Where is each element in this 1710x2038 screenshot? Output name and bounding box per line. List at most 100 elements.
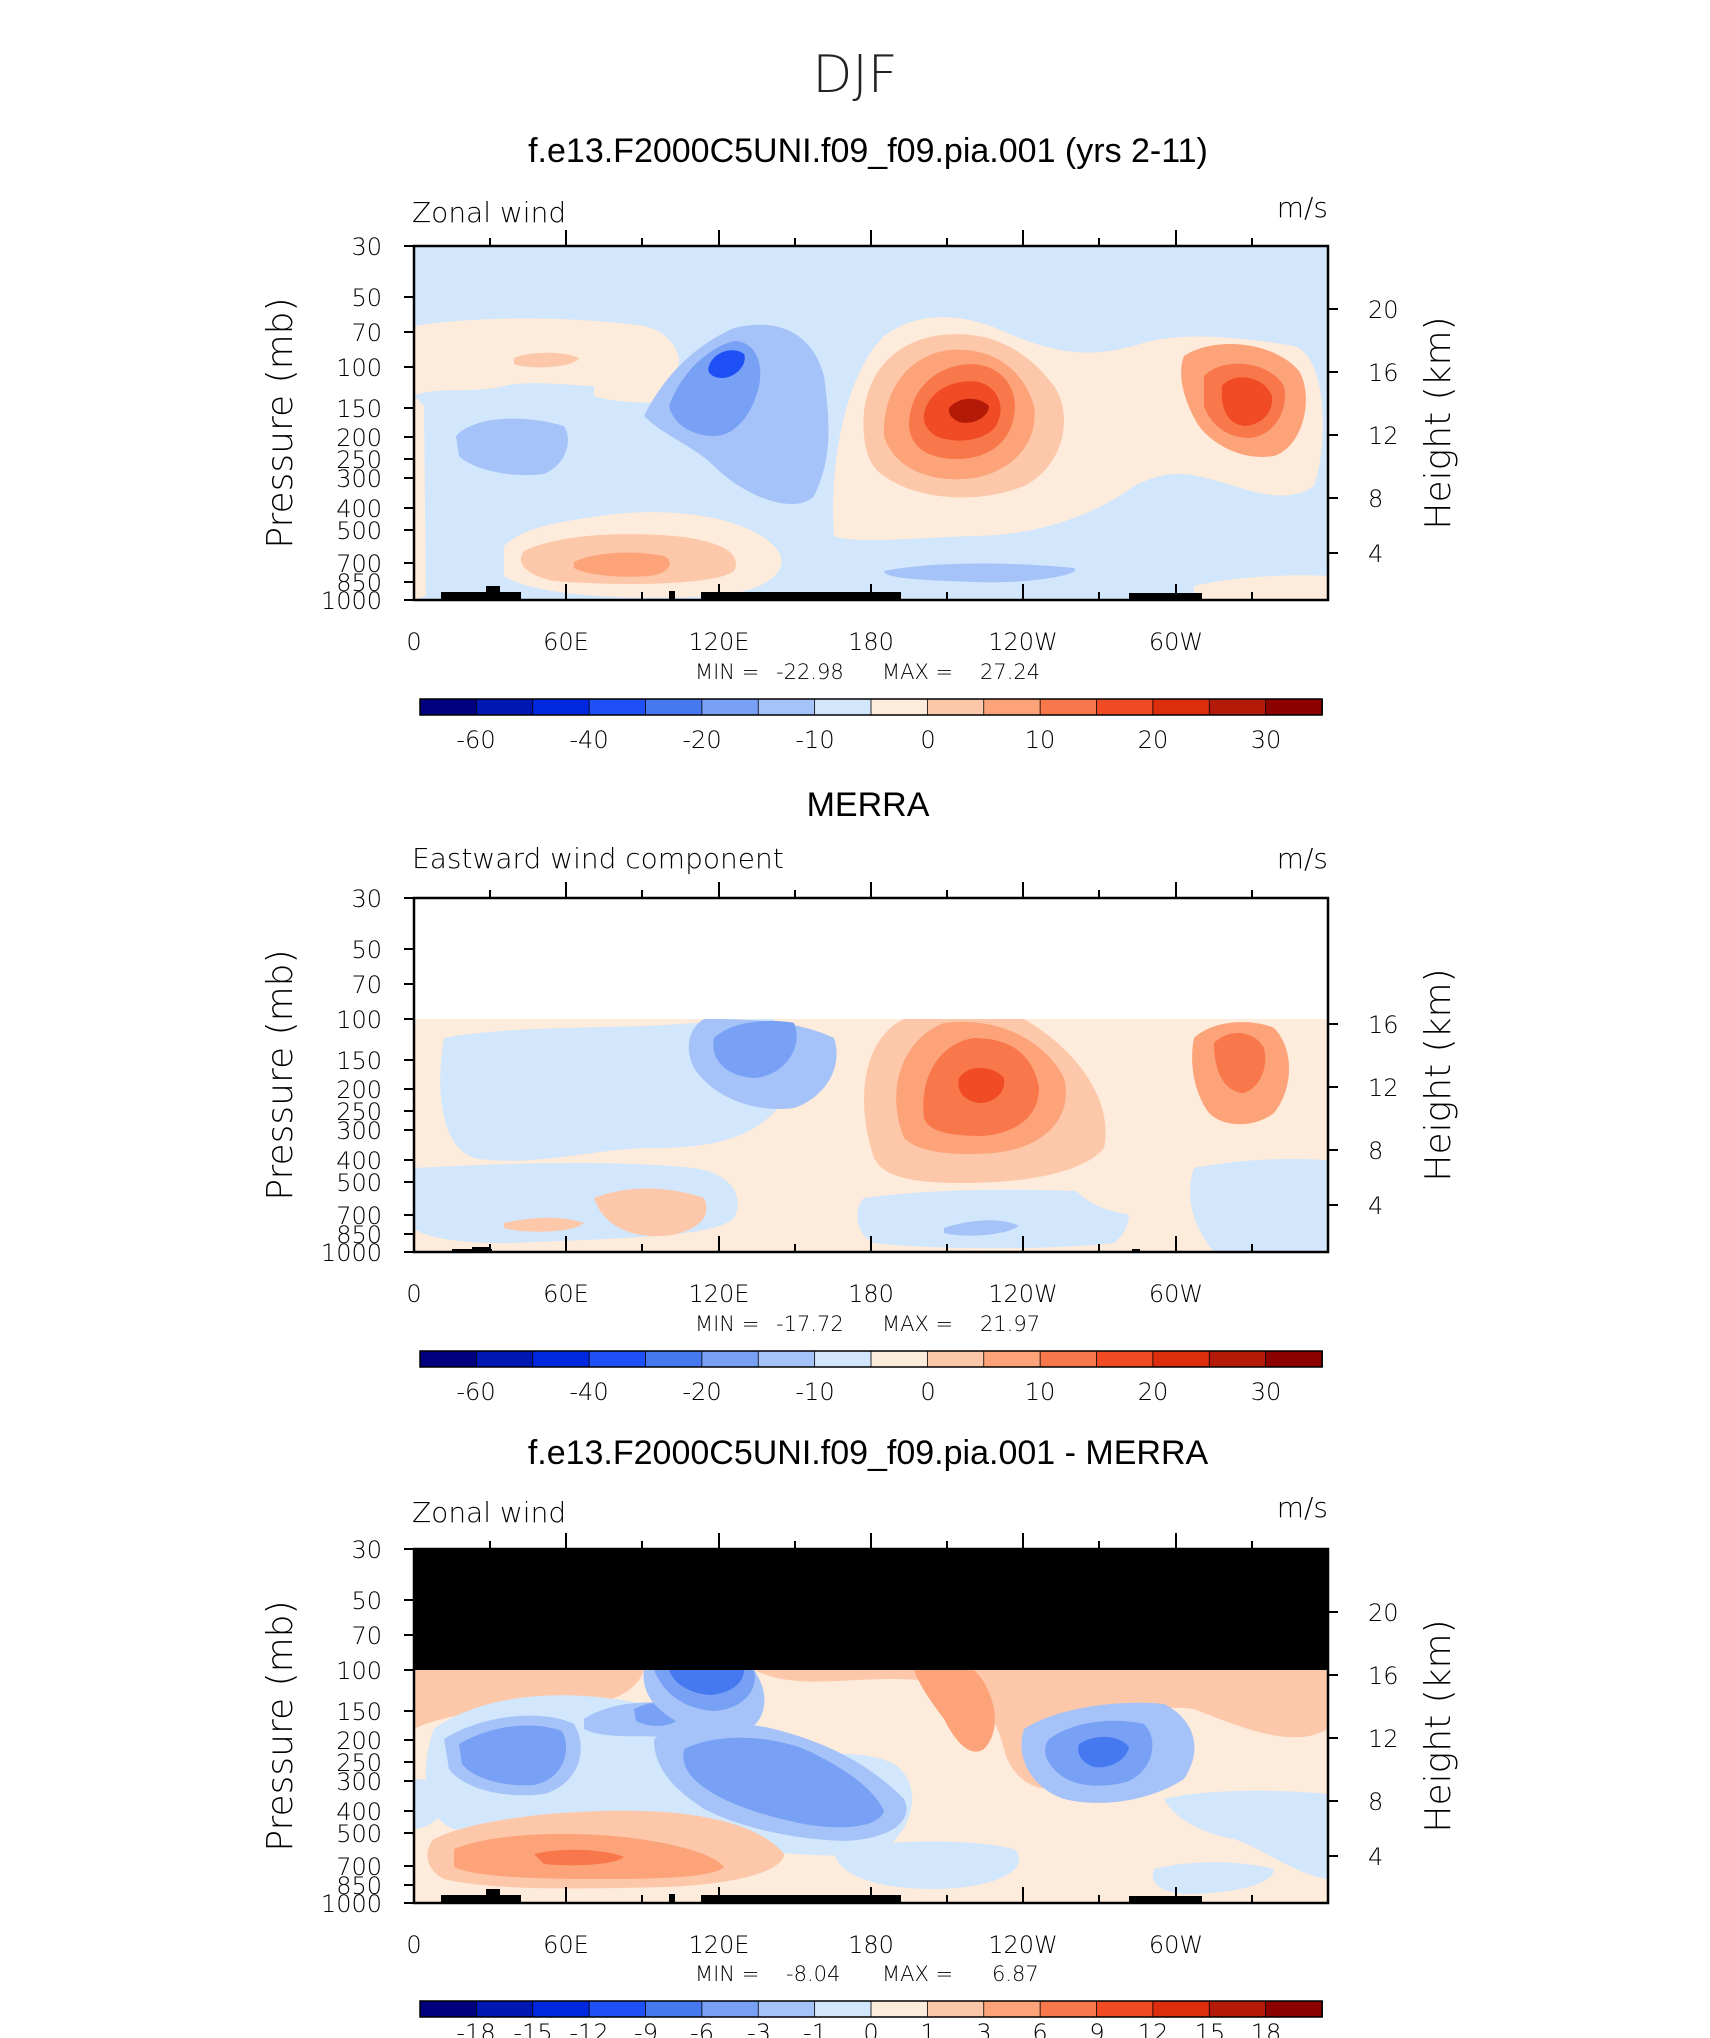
panel-3-min-value: -8.04: [786, 1962, 840, 1986]
cbar2-label-3: -10: [795, 1378, 834, 1406]
panel-2-title: MERRA: [807, 786, 930, 824]
p3-height-16: 16: [1368, 1662, 1399, 1690]
p3-tick-200: 200: [336, 1727, 382, 1755]
p1-height-12: 12: [1368, 422, 1399, 450]
colorbar-cell: [870, 1350, 929, 1368]
colorbar-cell: [1265, 2000, 1323, 2018]
p1-lon-180: 180: [848, 628, 894, 656]
panel-2-max-label: MAX =: [882, 1312, 953, 1336]
p3-lon-120e: 120E: [689, 1931, 750, 1959]
panel-2-units: m/s: [1277, 842, 1328, 875]
cbar3-label-13: 15: [1195, 2019, 1226, 2038]
panel-2-max-value: 21.97: [980, 1312, 1040, 1336]
p1-height-8: 8: [1368, 485, 1383, 513]
panel-1-title: f.e13.F2000C5UNI.f09_f09.pia.001 (yrs 2-…: [528, 132, 1208, 170]
colorbar-cell: [419, 1350, 478, 1368]
p2-tick-200: 200: [336, 1076, 382, 1104]
panel-1-units: m/s: [1277, 191, 1328, 224]
cbar1-label-4: 0: [920, 726, 935, 754]
colorbar-cell: [926, 698, 985, 716]
p2-height-16: 16: [1368, 1011, 1399, 1039]
p3-tick-700: 700: [336, 1853, 382, 1881]
panel-1-pressure-labels: 30 50 70 100 150 200 250 300 400 500 700…: [321, 233, 382, 615]
cbar2-label-2: -20: [682, 1378, 721, 1406]
p2-tick-500: 500: [336, 1169, 382, 1197]
colorbar-cell: [757, 698, 816, 716]
panel-3-variable-label: Zonal wind: [412, 1496, 566, 1529]
colorbar-cell: [475, 698, 534, 716]
panel-3-ticks: [404, 1533, 1338, 1904]
panel-3-minmax: MIN = -8.04 MAX = 6.87: [695, 1962, 1039, 1986]
cbar1-label-6: 20: [1138, 726, 1169, 754]
p2-tick-400: 400: [336, 1147, 382, 1175]
colorbar-cell: [814, 698, 872, 716]
panel-1-max-label: MAX =: [882, 660, 953, 684]
colorbar-cell: [1039, 698, 1098, 716]
panel-3-contour-field: [414, 1549, 1328, 1903]
panel-1-ticks: [404, 230, 1338, 601]
panel-1-max-value: 27.24: [980, 660, 1040, 684]
cbar2-label-0: -60: [456, 1378, 495, 1406]
p1-tick-150: 150: [336, 395, 382, 423]
panel-1-min-label: MIN =: [695, 660, 759, 684]
p2-tick-250: 250: [336, 1098, 382, 1126]
panel-3-colorbar: -18 -15 -12 -9 -6 -3 -1 0 1 3 6 9 12 15 …: [419, 2000, 1323, 2038]
p2-tick-150: 150: [336, 1047, 382, 1075]
p3-height-12: 12: [1368, 1725, 1399, 1753]
panel-merra: MERRA Eastward wind component m/s: [260, 786, 1459, 1406]
p1-tick-50: 50: [351, 284, 382, 312]
p2-tick-30: 30: [351, 885, 382, 913]
cbar1-label-7: 30: [1251, 726, 1282, 754]
panel-1-minmax: MIN = -22.98 MAX = 27.24: [695, 660, 1040, 684]
cbar3-label-2: -12: [569, 2019, 608, 2038]
p3-tick-30: 30: [351, 1536, 382, 1564]
colorbar-cell: [926, 1350, 985, 1368]
cbar3-label-3: -9: [634, 2019, 658, 2038]
colorbar-cell: [419, 698, 478, 716]
colorbar-cell: [1208, 2000, 1267, 2018]
colorbar-cell: [1152, 2000, 1211, 2018]
panel-1-colorbar: -60 -40 -20 -10 0 10 20 30: [419, 698, 1323, 754]
colorbar-cell: [701, 698, 760, 716]
cbar2-label-1: -40: [569, 1378, 608, 1406]
panel-2-minmax: MIN = -17.72 MAX = 21.97: [695, 1312, 1040, 1336]
panel-2-colorbar: -60 -40 -20 -10 0 10 20 30: [419, 1350, 1323, 1406]
p1-lon-60e: 60E: [543, 628, 589, 656]
p2-lon-120w: 120W: [988, 1280, 1058, 1308]
panel-1-height-labels: 4 8 12 16 20: [1368, 296, 1399, 568]
p2-tick-850: 850: [336, 1221, 382, 1249]
p1-tick-1000: 1000: [321, 587, 382, 615]
colorbar-cell: [814, 1350, 872, 1368]
colorbar-cell: [1096, 2000, 1154, 2018]
p1-tick-300: 300: [336, 465, 382, 493]
panel-1-lon-labels: 0 60E 120E 180 120W 60W: [406, 628, 1203, 656]
panel-2-min-value: -17.72: [776, 1312, 844, 1336]
colorbar-cell: [645, 698, 703, 716]
panel-1-min-value: -22.98: [776, 660, 844, 684]
cbar2-label-7: 30: [1251, 1378, 1282, 1406]
cbar3-label-4: -6: [690, 2019, 714, 2038]
p1-tick-700: 700: [336, 550, 382, 578]
p2-tick-700: 700: [336, 1202, 382, 1230]
p2-height-4: 4: [1368, 1192, 1383, 1220]
colorbar-cell: [588, 1350, 647, 1368]
colorbar-cell: [1096, 698, 1154, 716]
p2-tick-100: 100: [336, 1006, 382, 1034]
season-title: DJF: [812, 45, 897, 105]
cbar2-label-5: 10: [1025, 1378, 1056, 1406]
p3-tick-500: 500: [336, 1820, 382, 1848]
p1-height-4: 4: [1368, 540, 1383, 568]
panel-2-plot-area: 30 50 70 100 150 200 250 300 400 500 700…: [260, 882, 1459, 1308]
panel-3-ylabel-right: Height (km): [1418, 1619, 1459, 1832]
colorbar-cell: [1208, 1350, 1267, 1368]
cbar1-label-3: -10: [795, 726, 834, 754]
colorbar-cell: [1039, 2000, 1098, 2018]
p2-lon-60e: 60E: [543, 1280, 589, 1308]
p3-tick-50: 50: [351, 1587, 382, 1615]
colorbar-cell: [1152, 698, 1211, 716]
cbar1-label-1: -40: [569, 726, 608, 754]
p2-lon-60w: 60W: [1149, 1280, 1203, 1308]
p2-lon-120e: 120E: [689, 1280, 750, 1308]
p1-lon-120e: 120E: [689, 628, 750, 656]
